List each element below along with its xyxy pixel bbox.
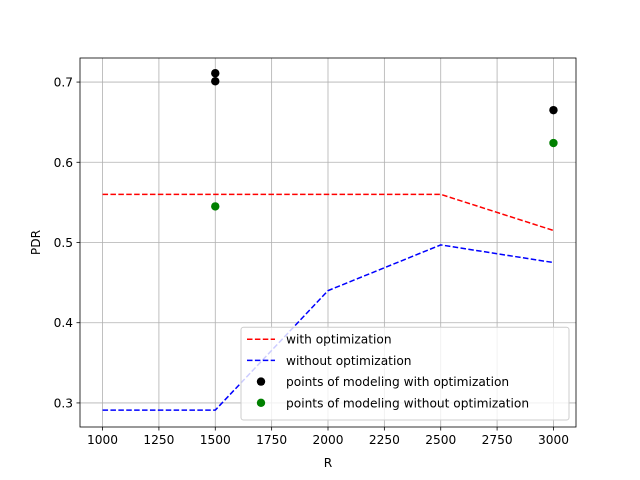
legend-marker-swatch bbox=[256, 398, 266, 407]
legend-marker-swatch bbox=[256, 377, 266, 386]
x-tick-label: 1750 bbox=[256, 433, 287, 447]
y-tick-label: 0.7 bbox=[54, 76, 73, 90]
y-tick-label: 0.3 bbox=[54, 396, 73, 410]
series-line-2 bbox=[102, 244, 554, 411]
series-line-1 bbox=[102, 193, 554, 232]
data-point-series-3 bbox=[211, 77, 220, 86]
y-axis-label: PDR bbox=[29, 229, 43, 255]
x-tick-label: 1250 bbox=[143, 433, 174, 447]
x-tick-label: 2250 bbox=[369, 433, 400, 447]
data-point-series-3 bbox=[211, 69, 220, 78]
x-tick-label: 2750 bbox=[482, 433, 513, 447]
legend-entry-label: with optimization bbox=[286, 333, 392, 347]
y-tick-label: 0.6 bbox=[54, 156, 73, 170]
y-tick-label: 0.4 bbox=[54, 316, 74, 330]
axis-ticks: 1000 1250 1500 1750 2000 2250 2500 2750 3000 0.3 0… bbox=[54, 76, 569, 447]
y-tick-label: 0.5 bbox=[54, 236, 73, 250]
data-point-series-4 bbox=[549, 138, 558, 148]
legend-box bbox=[240, 326, 570, 421]
x-tick-label: 1500 bbox=[200, 433, 231, 447]
x-axis-label: R bbox=[324, 456, 333, 470]
legend-entry-label: points of modeling without optimization bbox=[286, 396, 529, 410]
data-point-series-4 bbox=[211, 202, 220, 211]
legend-entry-label: without optimization bbox=[286, 354, 412, 368]
legend: with optimization without optimization poi… bbox=[240, 326, 570, 421]
data-point-series-3 bbox=[549, 105, 558, 115]
x-tick-label: 2500 bbox=[425, 433, 456, 447]
legend-entry-label: points of modeling with optimization bbox=[286, 375, 509, 389]
plot-series bbox=[102, 69, 558, 411]
x-tick-label: 1000 bbox=[87, 433, 118, 447]
x-tick-label: 3000 bbox=[538, 433, 569, 447]
x-tick-label: 2000 bbox=[312, 433, 343, 447]
